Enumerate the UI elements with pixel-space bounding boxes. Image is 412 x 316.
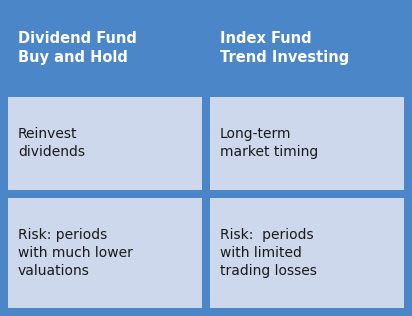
Bar: [210, 96, 404, 190]
Bar: [8, 8, 202, 88]
Text: Index Fund
Trend Investing: Index Fund Trend Investing: [220, 31, 349, 65]
Bar: [8, 198, 202, 308]
Bar: [210, 198, 404, 308]
Text: Long-term
market timing: Long-term market timing: [220, 127, 318, 159]
Text: Risk:  periods
with limited
trading losses: Risk: periods with limited trading losse…: [220, 228, 317, 278]
Text: Reinvest
dividends: Reinvest dividends: [18, 127, 85, 159]
Bar: [210, 8, 404, 88]
Text: Dividend Fund
Buy and Hold: Dividend Fund Buy and Hold: [18, 31, 137, 65]
Bar: [8, 96, 202, 190]
Text: Risk: periods
with much lower
valuations: Risk: periods with much lower valuations: [18, 228, 133, 278]
